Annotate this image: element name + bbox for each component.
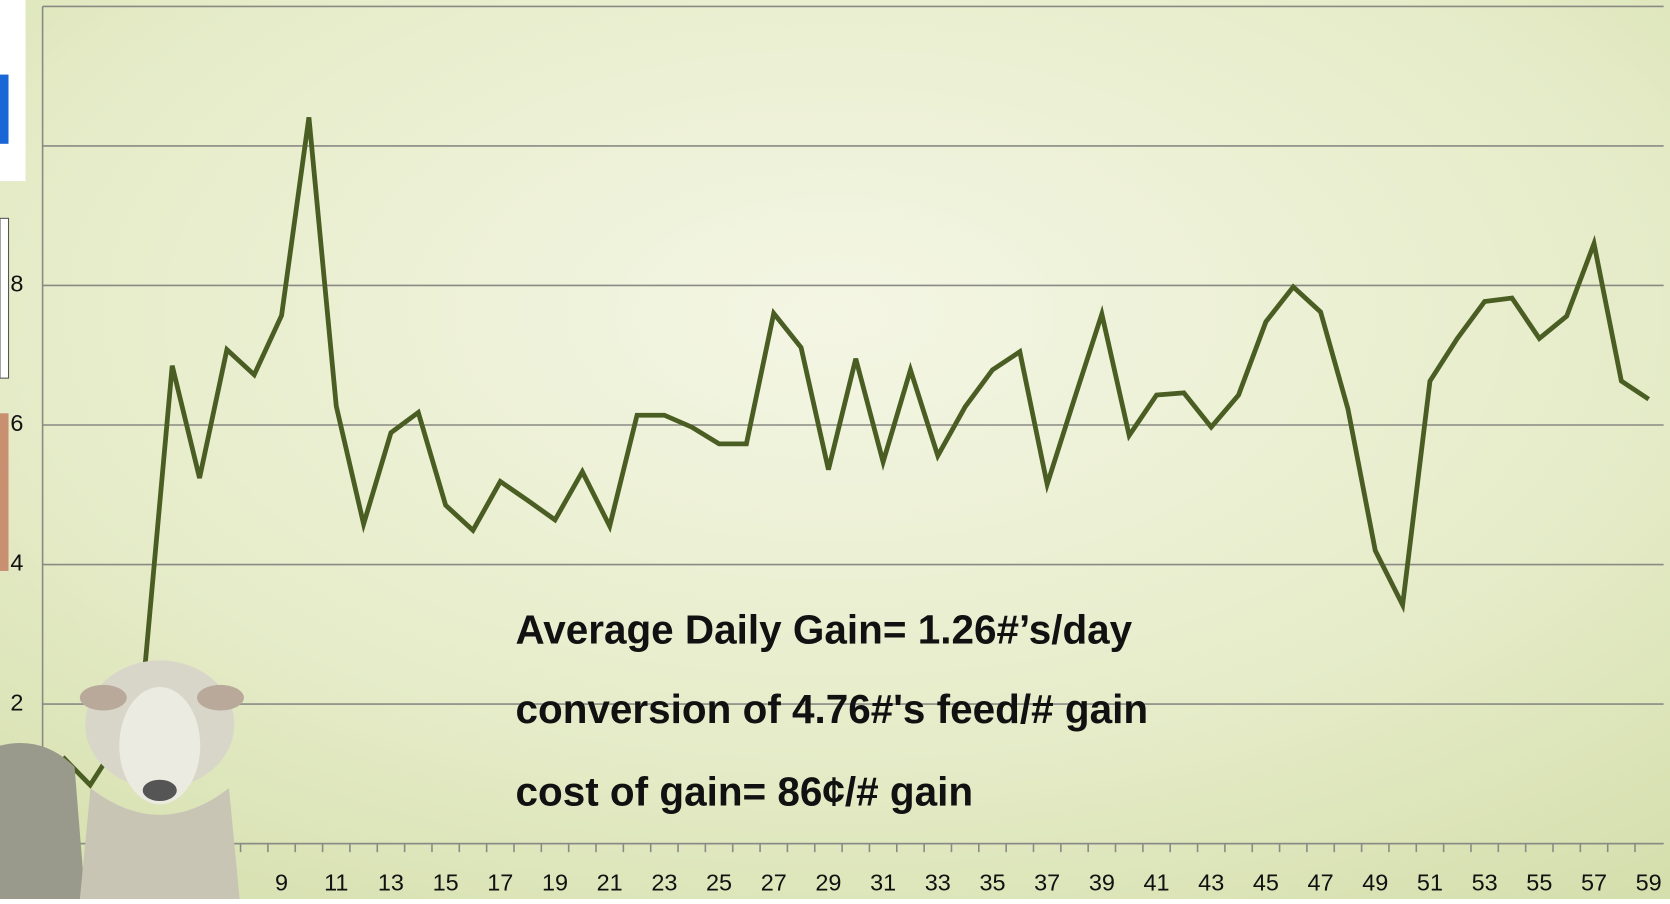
x-tick-label: 13 bbox=[378, 869, 404, 895]
annotation: cost of gain= 86¢/# gain bbox=[515, 768, 973, 814]
y-tick-label: 8 bbox=[10, 271, 23, 297]
x-tick-label: 43 bbox=[1198, 869, 1224, 895]
x-tick-label: 19 bbox=[542, 869, 568, 895]
x-tick-label: 33 bbox=[925, 869, 951, 895]
x-tick-label: 49 bbox=[1362, 869, 1388, 895]
y-tick-label: 2 bbox=[10, 689, 23, 715]
annotation: Average Daily Gain= 1.26#’s/day bbox=[515, 606, 1132, 652]
x-tick-label: 29 bbox=[815, 869, 841, 895]
x-tick-label: 25 bbox=[706, 869, 732, 895]
x-tick-label: 37 bbox=[1034, 869, 1060, 895]
annotation: conversion of 4.76#'s feed/# gain bbox=[515, 686, 1148, 732]
x-tick-label: 21 bbox=[597, 869, 623, 895]
y-tick-label: 4 bbox=[10, 550, 23, 576]
x-tick-label: 55 bbox=[1526, 869, 1552, 895]
chart: 0246810121357911131517192123252729313335… bbox=[0, 0, 1670, 899]
x-tick-label: 51 bbox=[1417, 869, 1443, 895]
x-tick-label: 57 bbox=[1581, 869, 1607, 895]
x-tick-label: 11 bbox=[324, 869, 348, 895]
y-tick-label: 6 bbox=[10, 410, 23, 436]
x-tick-label: 47 bbox=[1308, 869, 1334, 895]
x-tick-label: 17 bbox=[487, 869, 513, 895]
x-tick-label: 45 bbox=[1253, 869, 1279, 895]
x-tick-label: 59 bbox=[1636, 869, 1662, 895]
x-tick-label: 31 bbox=[870, 869, 896, 895]
x-tick-label: 27 bbox=[761, 869, 787, 895]
x-tick-label: 15 bbox=[433, 869, 459, 895]
x-tick-label: 53 bbox=[1472, 869, 1498, 895]
x-tick-label: 35 bbox=[979, 869, 1005, 895]
x-tick-label: 39 bbox=[1089, 869, 1115, 895]
x-tick-label: 41 bbox=[1144, 869, 1170, 895]
x-tick-label: 23 bbox=[651, 869, 677, 895]
x-tick-label: 9 bbox=[275, 869, 288, 895]
